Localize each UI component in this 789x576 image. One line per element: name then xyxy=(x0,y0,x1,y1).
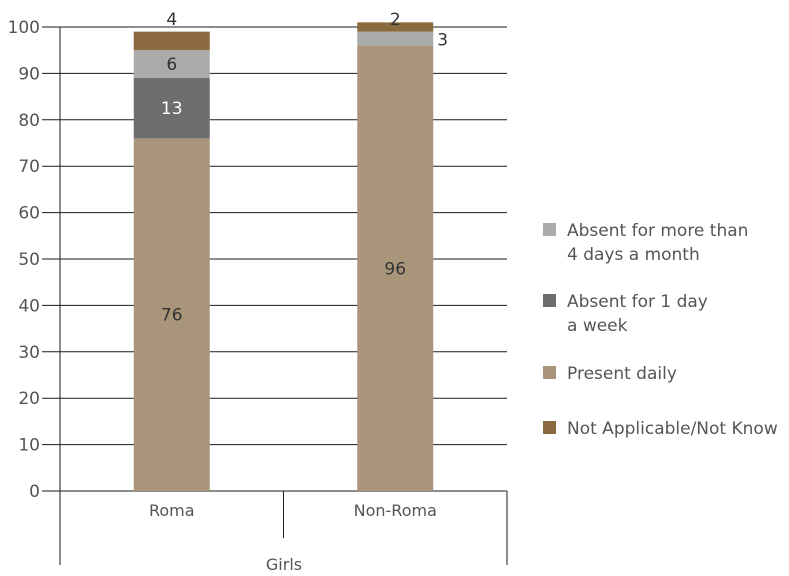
x-category-label: Non-Roma xyxy=(354,501,437,520)
data-label: 4 xyxy=(166,10,177,30)
gridlines xyxy=(42,26,507,492)
y-tick-label: 40 xyxy=(18,296,40,316)
legend-swatch xyxy=(543,294,556,307)
legend-swatch xyxy=(543,366,556,379)
y-tick-label: 20 xyxy=(18,389,40,409)
legend-label: Present daily xyxy=(567,364,677,384)
legend-label: Not Applicable/Not Know xyxy=(567,419,778,439)
bar-segment xyxy=(133,78,210,139)
legend-label: Absent for 1 day xyxy=(567,292,708,312)
y-tick-label: 30 xyxy=(18,343,40,363)
bar-segment xyxy=(133,50,210,79)
bar-segment xyxy=(357,45,434,492)
legend: Absent for more than 4 days a month Absent… xyxy=(543,221,778,439)
legend-label: 4 days a month xyxy=(567,245,700,265)
bar-segment xyxy=(133,138,210,492)
y-tick-label: 100 xyxy=(8,18,40,38)
bar-segment xyxy=(133,31,210,51)
bars: 76 13 6 4 96 3 2 xyxy=(133,10,448,492)
y-axis: 0 10 20 30 40 50 60 70 80 90 100 xyxy=(8,18,61,502)
y-tick-label: 10 xyxy=(18,436,40,456)
y-tick-label: 0 xyxy=(29,482,40,502)
legend-swatch xyxy=(543,421,556,434)
x-category-label: Roma xyxy=(149,501,195,520)
y-tick-label: 50 xyxy=(18,250,40,270)
group-label: Girls xyxy=(266,555,302,574)
legend-label: Absent for more than xyxy=(567,221,748,241)
data-label: 2 xyxy=(390,10,401,30)
y-tick-label: 70 xyxy=(18,157,40,177)
data-label: 6 xyxy=(166,55,177,75)
legend-swatch xyxy=(543,223,556,236)
bar-segment xyxy=(357,22,434,32)
bar-segment xyxy=(357,31,434,46)
y-tick-label: 90 xyxy=(18,64,40,84)
data-label: 3 xyxy=(437,31,448,51)
y-tick-label: 80 xyxy=(18,111,40,131)
data-label: 96 xyxy=(384,259,406,279)
x-axis: Girls Roma Non-Roma xyxy=(59,491,508,574)
data-label: 76 xyxy=(161,306,183,326)
y-tick-label: 60 xyxy=(18,204,40,224)
data-label: 13 xyxy=(161,99,183,119)
legend-label: a week xyxy=(567,316,628,336)
